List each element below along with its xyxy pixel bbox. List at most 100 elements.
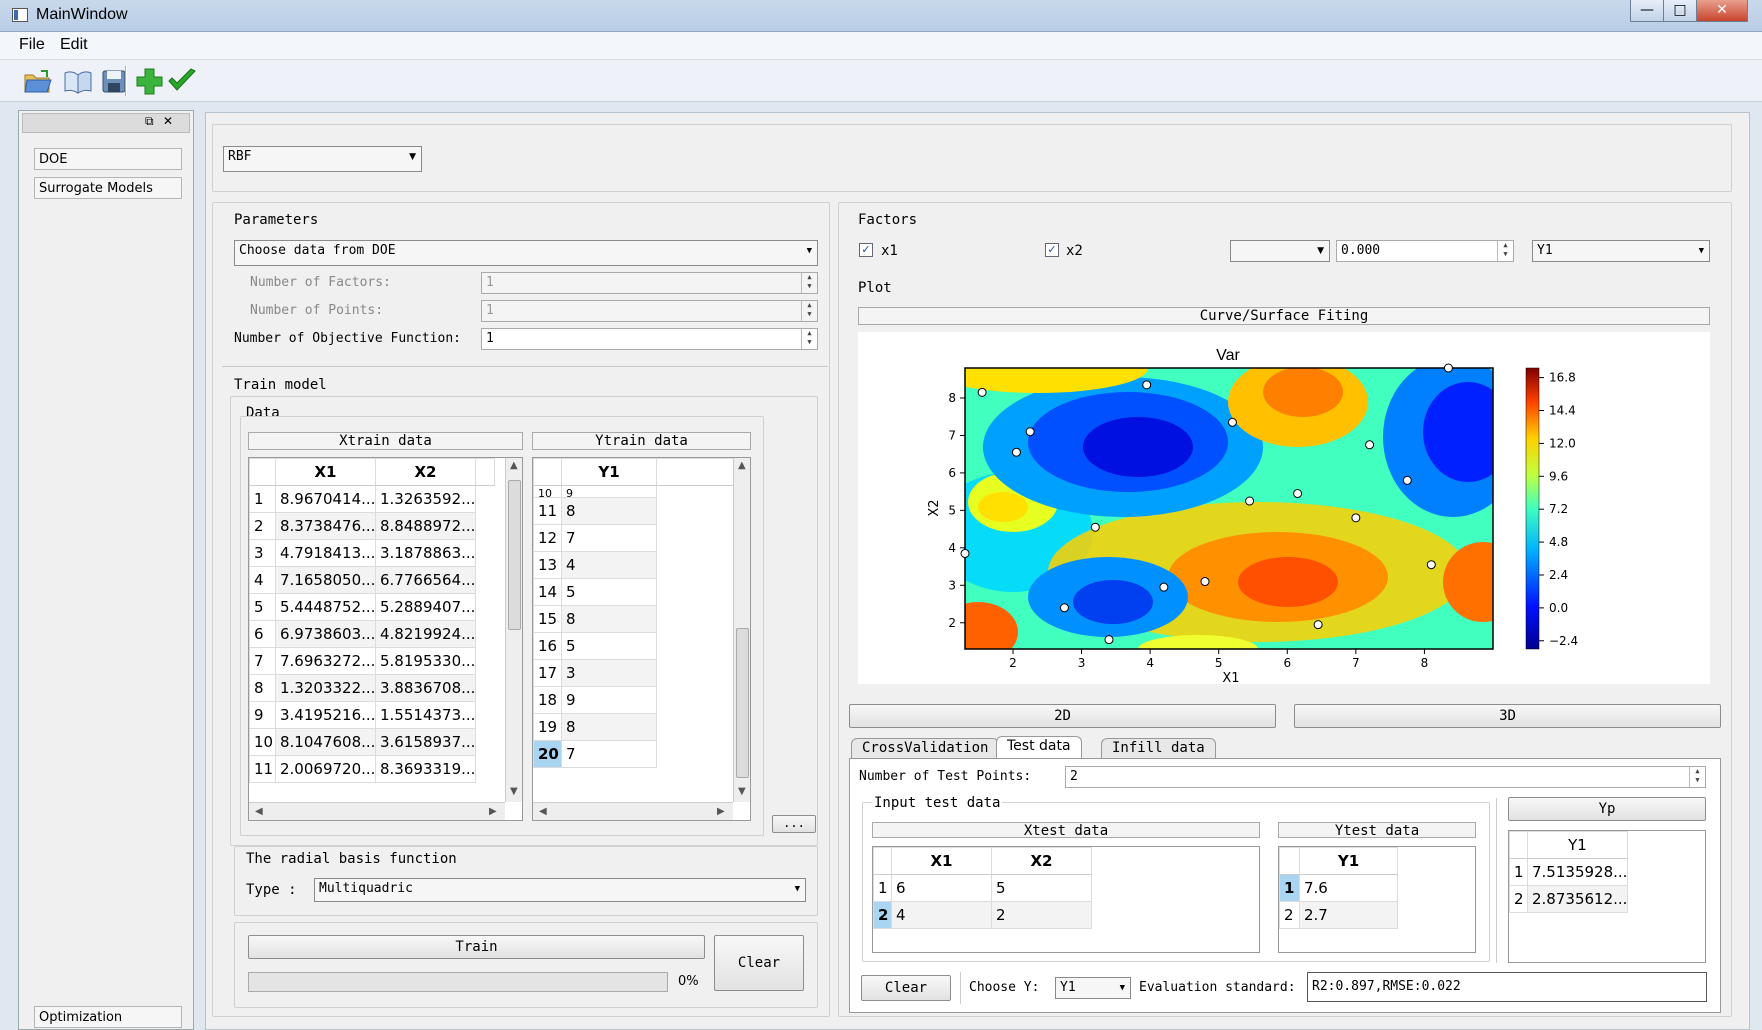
xtrain-row[interactable]: 10 8.1047608... 3.6158937... bbox=[249, 728, 495, 756]
menu-edit[interactable]: Edit bbox=[60, 36, 88, 53]
model-type-combo[interactable]: RBF ▼ bbox=[223, 146, 422, 172]
test-clear-button[interactable]: Clear bbox=[861, 975, 951, 1001]
xtrain-cell[interactable]: 8.8488972... bbox=[375, 512, 476, 540]
xtrain-cell[interactable]: 7.6963272... bbox=[275, 647, 376, 675]
ytrain-cell[interactable]: 7 bbox=[561, 740, 657, 768]
open-book-icon[interactable] bbox=[62, 66, 94, 96]
xtest-cell[interactable]: 6 bbox=[891, 874, 992, 902]
choose-y-combo[interactable]: Y1 ▼ bbox=[1055, 977, 1131, 999]
open-folder-icon[interactable] bbox=[22, 66, 54, 96]
xtest-header-x2[interactable]: X2 bbox=[991, 847, 1092, 875]
ytrain-row[interactable]: 13 4 bbox=[533, 551, 734, 579]
xtrain-row[interactable]: 3 4.7918413... 3.1878863... bbox=[249, 539, 495, 567]
ytest-cell[interactable]: 7.6 bbox=[1299, 874, 1398, 902]
xtrain-table[interactable]: X1 X2 1 8.9670414... 1.3263592... 2 8.3738476… bbox=[248, 457, 523, 821]
ytrain-cell[interactable]: 8 bbox=[561, 713, 657, 741]
test-points-spinbox[interactable]: 2 ▲ ▼ bbox=[1065, 766, 1706, 788]
xtrain-cell[interactable]: 1.3203322... bbox=[275, 674, 376, 702]
xtest-header-x1[interactable]: X1 bbox=[891, 847, 992, 875]
data-source-combo[interactable]: Choose data from DOE ▼ bbox=[234, 240, 818, 266]
ytrain-row[interactable]: 14 5 bbox=[533, 578, 734, 606]
tab-crossvalidation[interactable]: CrossValidation bbox=[851, 738, 1000, 758]
xtrain-row[interactable]: 8 1.3203322... 3.8836708... bbox=[249, 674, 495, 702]
xtrain-row[interactable]: 6 6.9738603... 4.8219924... bbox=[249, 620, 495, 648]
objective-spinbox[interactable]: 1 ▲ ▼ bbox=[481, 328, 818, 350]
dock-item-surrogate-models[interactable]: Surrogate Models bbox=[34, 177, 182, 199]
ytrain-cell[interactable]: 9 bbox=[561, 686, 657, 714]
plot-3d-button[interactable]: 3D bbox=[1294, 704, 1721, 728]
ytrain-row[interactable]: 20 7 bbox=[533, 740, 734, 768]
xtrain-cell[interactable]: 3.8836708... bbox=[375, 674, 476, 702]
factors-spinbox[interactable]: 1 ▲ ▼ bbox=[481, 272, 818, 294]
xtrain-cell[interactable]: 4.7918413... bbox=[275, 539, 376, 567]
plot-2d-button[interactable]: 2D bbox=[849, 704, 1276, 728]
factor-select-combo[interactable]: ▼ bbox=[1230, 240, 1330, 262]
ytest-table[interactable]: Y1 1 7.6 2 2.7 bbox=[1278, 846, 1476, 953]
ytest-cell[interactable]: 2.7 bbox=[1299, 901, 1398, 929]
ytest-row[interactable]: 2 2.7 bbox=[1279, 901, 1398, 929]
maximize-button[interactable]: □ bbox=[1663, 0, 1697, 22]
xtrain-cell[interactable]: 8.9670414... bbox=[275, 485, 376, 513]
rbf-type-combo[interactable]: Multiquadric ▼ bbox=[314, 878, 806, 902]
x1-checkbox[interactable]: ✓ bbox=[859, 243, 873, 257]
xtrain-row[interactable]: 11 2.0069720... 8.3693319... bbox=[249, 755, 495, 783]
ytrain-row[interactable]: 19 8 bbox=[533, 713, 734, 741]
xtrain-row[interactable]: 7 7.6963272... 5.8195330... bbox=[249, 647, 495, 675]
xtrain-cell[interactable]: 3.1878863... bbox=[375, 539, 476, 567]
check-icon[interactable] bbox=[166, 66, 198, 96]
tab-infill-data[interactable]: Infill data bbox=[1101, 738, 1216, 758]
xtrain-cell[interactable]: 1.3263592... bbox=[375, 485, 476, 513]
points-spinbox[interactable]: 1 ▲ ▼ bbox=[481, 300, 818, 322]
xtrain-cell[interactable]: 5.8195330... bbox=[375, 647, 476, 675]
yp-row[interactable]: 2 2.8735612... bbox=[1509, 885, 1628, 913]
ytrain-row[interactable]: 16 5 bbox=[533, 632, 734, 660]
xtrain-row[interactable]: 2 8.3738476... 8.8488972... bbox=[249, 512, 495, 540]
ytrain-row[interactable]: 15 8 bbox=[533, 605, 734, 633]
minimize-button[interactable]: — bbox=[1630, 0, 1664, 22]
xtrain-cell[interactable]: 6.9738603... bbox=[275, 620, 376, 648]
factor-value-spinbox[interactable]: 0.000 ▲ ▼ bbox=[1336, 240, 1514, 262]
menu-file[interactable]: File bbox=[19, 36, 45, 53]
ytest-header-y1[interactable]: Y1 bbox=[1299, 847, 1398, 875]
tab-test-data[interactable]: Test data bbox=[996, 736, 1082, 758]
yp-button[interactable]: Yp bbox=[1508, 797, 1706, 821]
xtrain-row[interactable]: 1 8.9670414... 1.3263592... bbox=[249, 485, 495, 513]
xtrain-cell[interactable]: 3.6158937... bbox=[375, 728, 476, 756]
ytrain-row[interactable]: 10 9 bbox=[533, 485, 734, 498]
ytrain-vertical-scrollbar[interactable]: ▲ ▼ bbox=[733, 458, 750, 802]
xtrain-cell[interactable]: 4.8219924... bbox=[375, 620, 476, 648]
ytrain-cell[interactable]: 8 bbox=[561, 497, 657, 525]
dock-item-optimization[interactable]: Optimization bbox=[34, 1006, 182, 1028]
xtrain-cell[interactable]: 8.3693319... bbox=[375, 755, 476, 783]
eval-standard-field[interactable]: R2:0.897,RMSE:0.022 bbox=[1307, 972, 1707, 1002]
ytrain-row[interactable]: 18 9 bbox=[533, 686, 734, 714]
close-dock-icon[interactable]: ✕ bbox=[163, 114, 174, 128]
xtrain-cell[interactable]: 8.3738476... bbox=[275, 512, 376, 540]
xtest-cell[interactable]: 2 bbox=[991, 901, 1092, 929]
xtrain-cell[interactable]: 2.0069720... bbox=[275, 755, 376, 783]
xtrain-cell[interactable]: 7.1658050... bbox=[275, 566, 376, 594]
xtest-cell[interactable]: 5 bbox=[991, 874, 1092, 902]
xtrain-row[interactable]: 5 5.4448752... 5.2889407... bbox=[249, 593, 495, 621]
ytrain-horizontal-scrollbar[interactable]: ◀ ▶ bbox=[533, 802, 733, 820]
xtrain-cell[interactable]: 1.5514373... bbox=[375, 701, 476, 729]
yp-row[interactable]: 1 7.5135928... bbox=[1509, 858, 1628, 886]
xtrain-cell[interactable]: 6.7766564... bbox=[375, 566, 476, 594]
train-clear-button[interactable]: Clear bbox=[714, 935, 804, 991]
ytrain-row[interactable]: 11 8 bbox=[533, 497, 734, 525]
ytrain-table[interactable]: Y1 10 9 11 8 12 7 13 4 14 5 15 8 16 5 17 3 18 9 19 8 20 7 ▲ ▼… bbox=[532, 457, 751, 821]
float-dock-icon[interactable]: ⧉ bbox=[145, 114, 154, 128]
ytest-row[interactable]: 1 7.6 bbox=[1279, 874, 1398, 902]
xtrain-header-x1[interactable]: X1 bbox=[275, 458, 376, 486]
train-button[interactable]: Train bbox=[248, 935, 705, 959]
ytrain-cell[interactable]: 8 bbox=[561, 605, 657, 633]
xtrain-row[interactable]: 9 3.4195216... 1.5514373... bbox=[249, 701, 495, 729]
xtest-cell[interactable]: 4 bbox=[891, 901, 992, 929]
ytrain-cell[interactable]: 9 bbox=[561, 485, 657, 498]
ytrain-cell[interactable]: 5 bbox=[561, 632, 657, 660]
close-window-button[interactable]: ✕ bbox=[1696, 0, 1748, 22]
xtrain-cell[interactable]: 8.1047608... bbox=[275, 728, 376, 756]
